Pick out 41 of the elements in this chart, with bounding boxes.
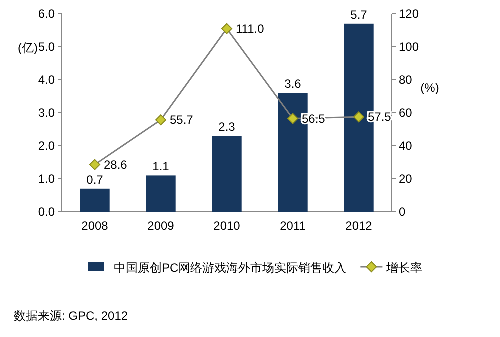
y2-tick-label: 40 (399, 139, 413, 153)
y2-tick-label: 80 (399, 73, 413, 87)
x-tick-label: 2011 (280, 219, 306, 233)
data-label: 56.5 (302, 112, 326, 126)
y2-tick-label: 20 (399, 172, 413, 186)
x-tick-label: 2010 (214, 219, 241, 233)
data-label: 111.0 (236, 22, 265, 36)
y2-tick-label: 60 (399, 106, 413, 120)
point (90, 159, 100, 170)
y-tick-label: 3.0 (38, 106, 56, 120)
data-label: 0.7 (86, 172, 104, 187)
x-tick-label: 2009 (148, 219, 175, 233)
bar (80, 188, 110, 212)
legend-label: 增长率 (386, 261, 423, 275)
data-label: 1.1 (152, 160, 170, 174)
y-tick-label: 2.0 (38, 139, 56, 153)
point (354, 112, 364, 123)
y2-tick-label: 120 (399, 7, 420, 21)
bar (146, 176, 176, 212)
point (156, 114, 166, 126)
data-label: 3.6 (284, 77, 302, 92)
point (222, 23, 232, 34)
y-tick-label: 5.0 (38, 40, 56, 54)
data-label: 5.7 (350, 8, 368, 22)
bar (212, 136, 242, 212)
x-tick-label: 2008 (82, 219, 109, 233)
x-tick-label: 2012 (346, 219, 373, 233)
y-tick-label: 4.0 (38, 73, 56, 87)
data-label: 28.6 (104, 158, 128, 172)
data-label: 55.7 (170, 113, 194, 128)
point (288, 113, 298, 124)
y-tick-label: 1.0 (38, 172, 56, 186)
y-axis-title: (亿) (18, 41, 38, 55)
source-note: 数据来源: GPC, 2012 (14, 309, 128, 323)
data-label: 2.3 (218, 120, 236, 134)
legend-label: 中国原创PC网络游戏海外市场实际销售收入 (114, 261, 347, 275)
y2-axis-title: (%) (420, 81, 440, 95)
y2-tick-label: 0 (399, 205, 406, 219)
y-tick-label: 0.0 (38, 205, 56, 219)
y-tick-label: 6.0 (38, 7, 56, 21)
y2-tick-label: 100 (399, 40, 420, 54)
